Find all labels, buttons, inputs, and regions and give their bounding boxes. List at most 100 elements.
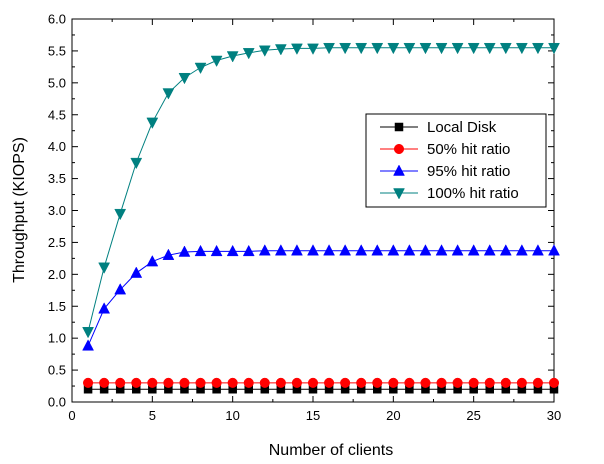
x-tick-label: 5 xyxy=(149,408,156,423)
data-point xyxy=(147,377,158,388)
y-tick-label: 1.5 xyxy=(48,299,66,314)
data-point xyxy=(82,339,94,351)
x-tick-label: 25 xyxy=(466,408,480,423)
data-point xyxy=(274,44,287,56)
series-layer xyxy=(82,42,560,394)
x-tick-label: 15 xyxy=(306,408,320,423)
data-point xyxy=(163,377,174,388)
data-point xyxy=(419,244,432,256)
data-point xyxy=(515,244,528,256)
data-point xyxy=(499,42,512,55)
legend-marker xyxy=(394,122,404,132)
data-point xyxy=(483,42,496,55)
data-point xyxy=(227,377,238,388)
data-point xyxy=(194,244,207,257)
data-point xyxy=(242,244,255,257)
x-tick-label: 30 xyxy=(547,408,561,423)
data-point xyxy=(548,42,560,55)
data-point xyxy=(483,244,496,256)
y-tick-label: 0.0 xyxy=(48,395,66,410)
x-tick-label: 20 xyxy=(386,408,400,423)
legend-marker xyxy=(393,143,405,155)
data-point xyxy=(355,244,368,256)
data-point xyxy=(114,208,127,221)
data-point xyxy=(515,42,528,55)
data-point xyxy=(435,244,448,256)
data-point xyxy=(194,62,207,75)
data-point xyxy=(162,248,175,260)
legend-label: 100% hit ratio xyxy=(427,185,519,202)
x-axis-ticks: 0 5 10 15 20 25 30 xyxy=(68,19,561,423)
legend-label: 50% hit ratio xyxy=(427,141,510,158)
data-point xyxy=(210,55,223,68)
data-point xyxy=(468,377,479,388)
data-point xyxy=(467,244,480,256)
data-point xyxy=(146,255,159,267)
y-tick-label: 4.5 xyxy=(48,107,66,122)
data-point xyxy=(226,51,239,63)
data-point xyxy=(178,72,191,85)
data-point xyxy=(371,42,384,55)
y-tick-label: 2.0 xyxy=(48,267,66,282)
data-point xyxy=(419,42,432,55)
data-point xyxy=(210,244,223,257)
data-point xyxy=(548,244,560,256)
series-line xyxy=(87,250,554,347)
plot-frame xyxy=(71,18,555,403)
data-point xyxy=(387,42,400,55)
data-point xyxy=(387,244,400,256)
data-point xyxy=(291,43,303,55)
data-point xyxy=(452,377,463,388)
data-point xyxy=(356,377,367,388)
data-point xyxy=(258,244,271,256)
data-point xyxy=(130,266,143,278)
series-triangle-up xyxy=(82,244,560,351)
series-triangle-down xyxy=(82,42,560,339)
y-axis-title: Throughput (KIOPS) xyxy=(11,137,28,283)
data-point xyxy=(323,244,335,256)
data-point xyxy=(339,42,352,55)
legend-marker xyxy=(393,188,405,200)
data-point xyxy=(532,42,544,55)
data-point xyxy=(242,48,255,60)
data-point xyxy=(243,377,254,388)
data-point xyxy=(82,327,94,339)
data-point xyxy=(484,377,495,388)
y-tick-label: 2.5 xyxy=(48,235,66,250)
data-point xyxy=(114,283,127,295)
data-point xyxy=(99,377,110,388)
data-point xyxy=(274,244,287,256)
data-point xyxy=(275,377,286,388)
data-point xyxy=(403,42,416,55)
y-tick-label: 4.0 xyxy=(48,139,66,154)
data-point xyxy=(548,377,560,388)
legend: Local Disk 50% hit ratio 95% hit ratio 100%… xyxy=(365,113,547,208)
data-point xyxy=(98,262,111,274)
y-tick-label: 3.5 xyxy=(48,171,66,186)
data-point xyxy=(435,42,448,55)
data-point xyxy=(226,244,239,257)
data-point xyxy=(499,244,512,256)
data-point xyxy=(339,244,352,256)
y-tick-label: 6.0 xyxy=(48,12,66,27)
data-point xyxy=(291,377,302,388)
data-point xyxy=(178,245,191,257)
legend-label: Local Disk xyxy=(427,119,497,136)
data-point xyxy=(403,244,416,256)
data-point xyxy=(372,377,383,388)
x-tick-label: 0 xyxy=(68,408,75,423)
y-tick-label: 1.0 xyxy=(48,331,66,346)
data-point xyxy=(467,42,480,55)
data-point xyxy=(404,377,415,388)
data-point xyxy=(532,244,544,256)
y-tick-label: 3.0 xyxy=(48,203,66,218)
data-point xyxy=(211,377,222,388)
data-point xyxy=(258,45,271,57)
data-point xyxy=(115,377,126,388)
data-point xyxy=(388,377,399,388)
data-point xyxy=(98,302,111,314)
x-axis-title: Number of clients xyxy=(269,442,394,459)
data-point xyxy=(162,88,175,100)
legend-marker xyxy=(393,164,405,176)
